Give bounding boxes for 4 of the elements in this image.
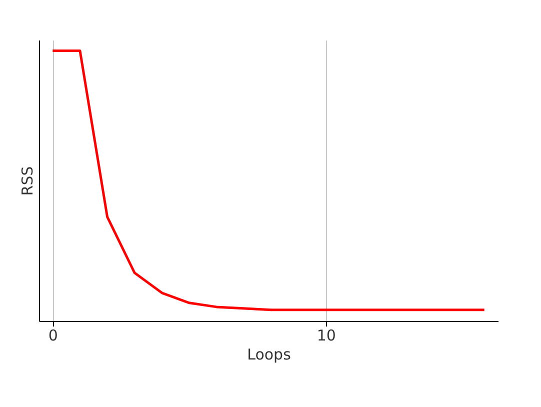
- x-axis-title: Loops: [247, 346, 292, 364]
- y-axis-title: RSS: [18, 166, 36, 196]
- x-tick-label: 0: [48, 326, 58, 344]
- x-tick-label: 10: [316, 326, 336, 344]
